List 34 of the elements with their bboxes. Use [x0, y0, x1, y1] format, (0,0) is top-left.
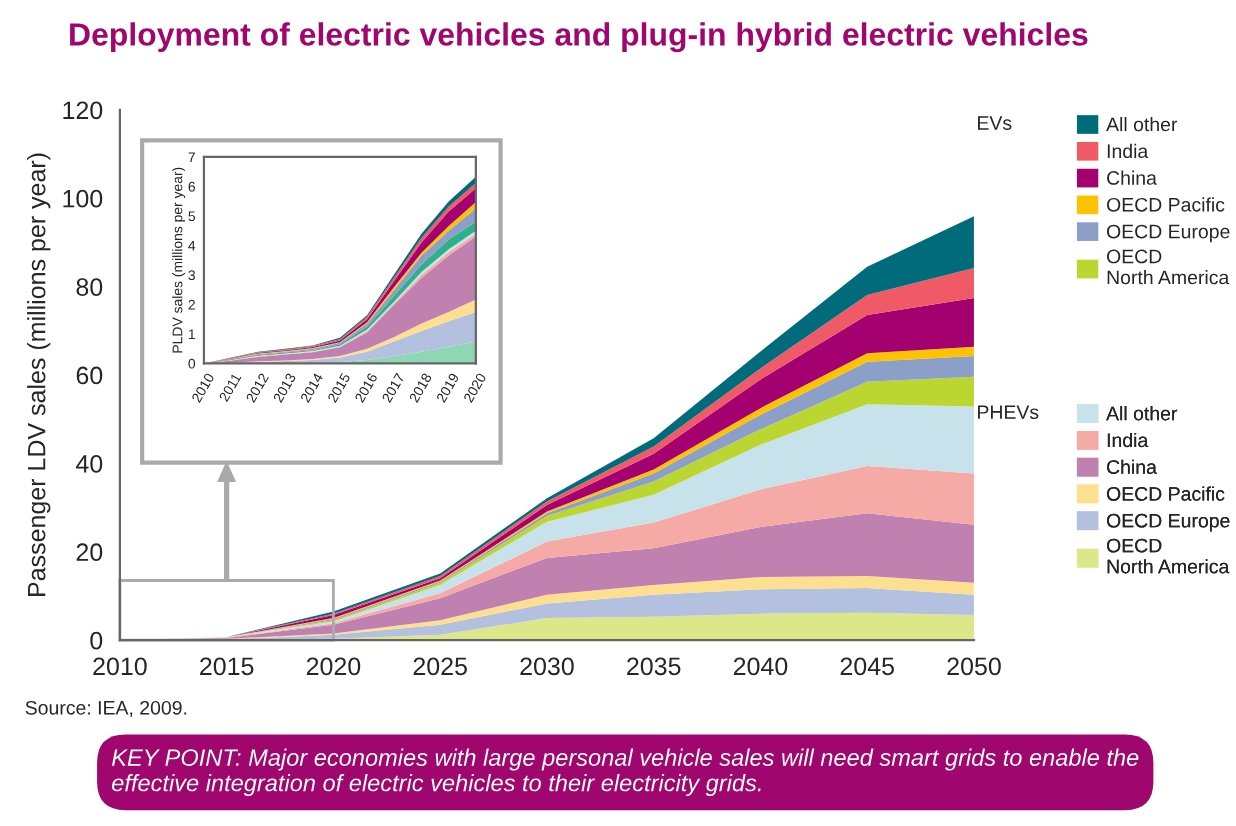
y-tick-label: 40	[75, 454, 103, 473]
legend-label: OECD Pacific	[1107, 486, 1225, 501]
legend-label: OECD North America	[1107, 538, 1230, 574]
source-note: Source: IEA, 2009.	[25, 700, 187, 717]
x-tick-label: 2010	[93, 657, 147, 676]
x-tick-label: 2015	[200, 657, 254, 676]
chart-title: Deployment of electric vehicles and plug-in hybrid electric vehicles	[70, 22, 1088, 53]
legend-label: India	[1107, 143, 1149, 159]
text: EVs	[978, 116, 1012, 130]
x-tick-label: 2040	[733, 657, 788, 676]
legend-label: OECD Pacific	[1107, 197, 1225, 212]
y-tick-label: 120	[63, 101, 103, 120]
x-tick-label: 2050	[947, 657, 1001, 676]
y-tick-label: 80	[76, 278, 103, 296]
x-tick-label: 2035	[627, 657, 681, 676]
x-tick-label: 2025	[413, 657, 467, 676]
y-tick-label: 60	[76, 366, 103, 385]
legend-label: OECD Europe	[1107, 513, 1230, 532]
x-tick-label: 2030	[520, 657, 574, 676]
legend-label: All other	[1106, 406, 1178, 421]
legend-label: OECD North America	[1107, 249, 1230, 285]
text: PHEVs	[978, 405, 1039, 420]
legend-label: India	[1107, 432, 1149, 448]
y-axis-title: Passenger LDV sales (millions per year)	[27, 153, 51, 596]
y-tick-label: 0	[90, 631, 103, 650]
y-tick-label: 100	[63, 189, 103, 208]
text: KEY POINT: Major economies with large personal vehicle sales will need smart grids to enable the effective integration of electric vehicles to their electricity grids.	[111, 748, 1139, 797]
legend-label: OECD Europe	[1107, 224, 1230, 243]
legend-label: China	[1107, 170, 1157, 185]
y-tick-label: 20	[76, 543, 103, 562]
x-tick-label: 2045	[840, 657, 894, 676]
legend-label: China	[1107, 459, 1157, 474]
x-tick-label: 2020	[306, 657, 361, 676]
legend-label: All other	[1106, 117, 1178, 132]
